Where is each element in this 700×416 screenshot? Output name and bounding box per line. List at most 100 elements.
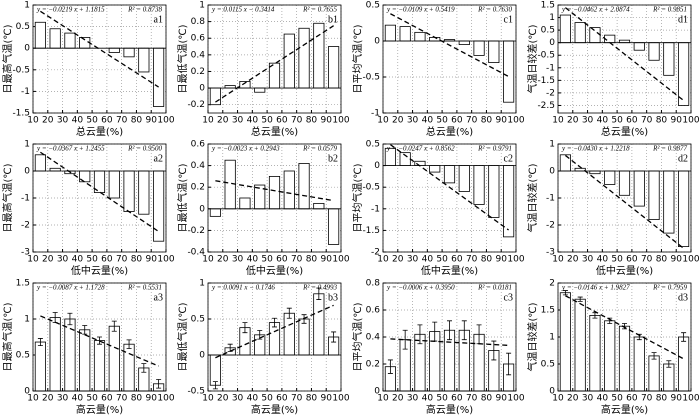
y-tick-label: 0.5 <box>541 26 555 36</box>
panel-label: b1 <box>328 14 338 25</box>
r-squared: R² = 0.9877 <box>652 145 687 153</box>
bar <box>108 325 120 392</box>
panel-label: a3 <box>154 292 163 303</box>
x-tick-label: 90 <box>145 255 157 265</box>
bar <box>138 170 150 215</box>
x-tick-label: 10 <box>552 394 564 404</box>
fit-line <box>40 315 159 367</box>
plot-frame <box>557 4 692 114</box>
y-tick-label: -2 <box>371 248 380 258</box>
bar <box>633 336 645 392</box>
y-axis-label: 日平均气温(℃) <box>351 24 364 93</box>
y-tick-label: -0.5 <box>187 387 205 397</box>
y-tick-label: 0.2 <box>191 183 205 193</box>
x-tick-label: 30 <box>57 116 69 126</box>
y-tick-label: -0.5 <box>362 183 380 193</box>
y-tick-label: 2 <box>549 279 555 289</box>
x-tick-label: 80 <box>656 116 668 126</box>
x-axis-label: 高云量(%) <box>426 403 473 416</box>
y-tick-label: -0.4 <box>187 248 205 258</box>
y-axis-label: 日最高气温(℃) <box>1 163 14 232</box>
y-tick-label: 0 <box>549 38 555 48</box>
error-bar <box>316 287 322 300</box>
panel-label: d3 <box>678 292 688 303</box>
x-tick-label: 60 <box>626 255 638 265</box>
x-tick-label: 40 <box>597 394 609 404</box>
x-tick-label: 70 <box>291 394 303 404</box>
bar <box>678 336 690 392</box>
y-tick-label: -0.5 <box>12 65 30 75</box>
x-axis-label: 总云量(%) <box>426 125 473 138</box>
bar <box>64 32 76 49</box>
r-squared: R² = 0.7630 <box>477 6 512 14</box>
x-tick-label: 70 <box>116 116 128 126</box>
x-tick-label: 70 <box>641 255 653 265</box>
x-tick-label: 70 <box>466 394 478 404</box>
y-tick-label: -0.2 <box>187 226 205 236</box>
error-bar <box>402 329 408 350</box>
y-tick-label: 0.8 <box>366 279 381 289</box>
bar <box>313 202 325 210</box>
bar <box>268 322 281 356</box>
x-tick-label: 60 <box>451 255 463 265</box>
error-bar <box>141 363 147 373</box>
fit-line <box>390 13 509 78</box>
x-tick-label: 20 <box>217 116 229 126</box>
x-tick-label: 40 <box>72 255 84 265</box>
r-squared: R² = 0.9791 <box>477 145 512 153</box>
x-tick-label: 100 <box>507 116 524 126</box>
error-bar <box>242 322 248 334</box>
y-tick-label: 0.2 <box>191 67 205 77</box>
x-tick-label: 80 <box>131 116 143 126</box>
plot-frame <box>382 4 517 114</box>
x-tick-label: 10 <box>27 255 39 265</box>
bar <box>458 40 470 45</box>
y-tick-label: 0.4 <box>191 161 206 171</box>
bar <box>153 170 165 242</box>
bar <box>313 293 325 356</box>
bar <box>618 170 631 196</box>
error-bar <box>156 379 162 389</box>
panel-label: b3 <box>328 292 338 303</box>
x-tick-label: 30 <box>232 116 244 126</box>
y-tick-label: 0.5 <box>16 22 30 32</box>
x-tick-label: 20 <box>392 394 404 404</box>
y-tick-label: 0.5 <box>366 140 380 150</box>
bar <box>283 33 295 89</box>
y-tick-label: 0.6 <box>191 140 206 150</box>
bar <box>574 167 586 172</box>
x-tick-label: 20 <box>42 255 54 265</box>
x-tick-label: 10 <box>377 394 389 404</box>
x-axis-label: 低中云量(%) <box>596 264 653 277</box>
x-tick-label: 70 <box>116 255 128 265</box>
x-tick-label: 50 <box>261 255 273 265</box>
bar <box>604 170 616 185</box>
y-tick-label: 1 <box>549 333 555 343</box>
y-tick-label: 0.6 <box>191 34 206 44</box>
bar <box>559 14 571 44</box>
bar <box>108 170 120 199</box>
plot-frame <box>557 143 692 253</box>
panel-label: a2 <box>154 153 163 164</box>
x-tick-label: 90 <box>320 394 332 404</box>
x-tick-label: 50 <box>611 255 623 265</box>
bar <box>49 167 61 172</box>
error-bar <box>111 320 117 332</box>
y-tick-label: -1.5 <box>12 109 30 119</box>
y-tick-label: 0.4 <box>366 333 381 343</box>
x-tick-label: 30 <box>232 255 244 265</box>
fit-line <box>390 144 509 231</box>
bar <box>589 314 601 392</box>
equation: y = −0.0219 x + 1.1815 <box>36 6 105 14</box>
bar <box>298 318 310 356</box>
bar <box>34 341 46 392</box>
x-tick-label: 90 <box>320 116 332 126</box>
y-tick-label: 1.5 <box>16 279 30 289</box>
plot-frame <box>557 282 692 392</box>
x-tick-label: 100 <box>157 116 174 126</box>
error-bar <box>651 352 657 360</box>
y-axis-label: 日最低气温(℃) <box>176 302 189 371</box>
x-tick-label: 90 <box>495 116 507 126</box>
x-tick-label: 70 <box>466 255 478 265</box>
x-tick-label: 90 <box>495 394 507 404</box>
